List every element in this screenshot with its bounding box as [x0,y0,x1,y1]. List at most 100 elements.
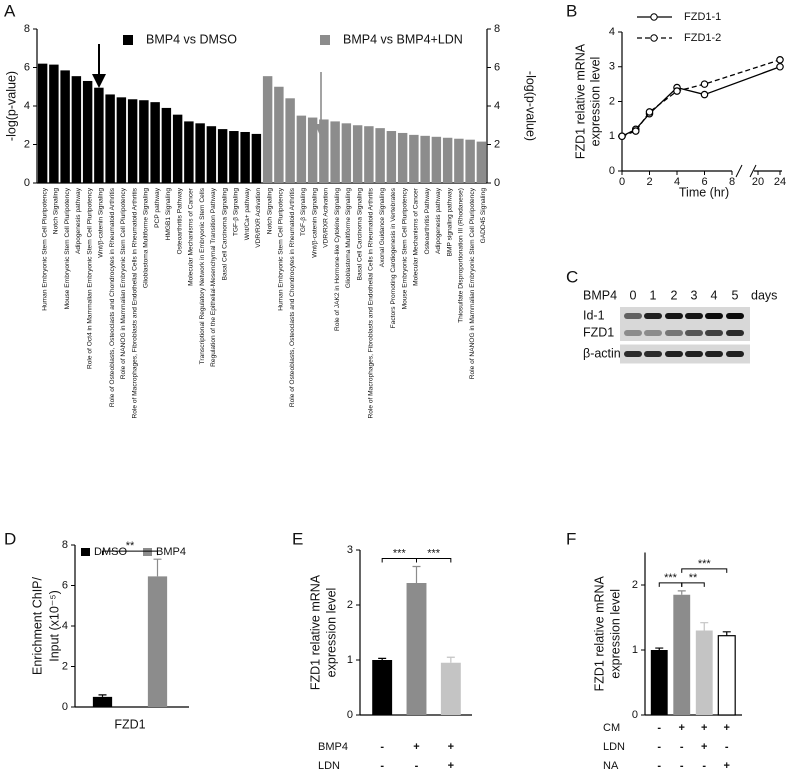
bar [172,114,183,183]
bar [717,635,736,716]
x-tick-label: Role of NANOG in Mammalian Embryonic Ste… [469,187,476,379]
blot-band [665,351,683,357]
lane-label: 4 [711,288,718,302]
significance-bracket [681,582,705,587]
x-tick-label: 0 [619,176,625,188]
y-tick-label: 0 [347,709,353,721]
x-tick-label: Mouse Embryonic Stem Cell Pluripotency [401,187,408,309]
axis-break [735,164,743,178]
x-tick-label: VDR/RXR Activation [255,188,262,248]
bar [375,128,385,183]
condition-value: + [413,741,419,753]
blot-band [624,330,642,336]
x-tick-label: 2 [646,176,652,188]
x-tick-label: Human Embryonic Stem Cell Pluripotency [278,187,285,310]
legend-label: FZD1-2 [684,32,721,44]
arrow [92,44,106,88]
bar [673,594,691,715]
legend-label: BMP4 [156,546,186,558]
x-tick-label: 6 [701,176,707,188]
condition-value: + [679,722,685,734]
x-tick-label: 20 [752,176,764,188]
bar [71,76,82,183]
bar [319,119,329,183]
x-tick-label: Wnt/β-catenin Signaling [98,188,105,258]
blot-band [644,351,662,357]
significance-label: *** [427,547,441,559]
blot-band [624,351,642,357]
lane-label: 0 [630,288,637,302]
x-tick-label: Glioblastoma Multiforme Signaling [143,188,150,288]
blot-band [685,351,703,357]
x-tick-label: Osteoarthritis Pathway [176,187,183,254]
y-tick-label: 2 [62,660,68,672]
bar [161,107,172,183]
y-axis-label: expression level [324,588,338,678]
bar [217,129,228,183]
bar [229,131,239,183]
y-tick-label: 4 [62,620,68,632]
bar [139,100,149,183]
x-tick-label: Role of JAK2 in Hormone-like Cytokine Si… [334,188,341,331]
condition-value: + [448,741,454,753]
bar [650,650,668,715]
y-tick-label: 1 [609,130,615,142]
bar [341,123,352,183]
condition-value: + [724,722,730,734]
x-tick-label: Wnt/β-catenin Signaling [311,188,318,258]
point [776,62,784,71]
blot-band [665,330,683,336]
x-tick-label: Molecular Mechanisms of Cancer [413,187,420,286]
y-axis-label: expression level [608,589,622,679]
x-tick-label: 8 [729,176,735,188]
x-tick-label: Notch Signaling [266,188,273,235]
y-axis-label: Enrichment ChIP/ [30,577,44,675]
bar [195,123,205,183]
x-tick-label: Role of NANOG in Mammalian Embryonic Ste… [120,187,127,379]
y-tick-label: 8 [24,23,30,35]
bar [330,121,340,183]
y-tick-label: 8 [494,23,500,35]
x-tick-label: GADD45 Signaling [480,188,487,244]
x-tick-label: Molecular Mechanisms of Cancer [188,187,195,286]
x-tick-label: Wnt/Ca+ pathway [244,187,251,240]
x-tick-label: Glioblastoma Multiforme Signaling [345,188,352,288]
bar [695,630,713,715]
axis-break [749,164,757,178]
x-tick-label: Role of Macrophages, Fibroblasts and End… [131,187,138,418]
bar [105,94,115,183]
y-tick-label: 0 [494,177,500,189]
y-tick-label: 6 [62,579,68,591]
point [776,55,784,64]
y-axis-label: FZD1 relative mRNA [573,43,587,159]
y-tick-label: 8 [62,539,68,551]
y-tick-label: 4 [24,100,30,112]
legend-swatch [81,548,90,556]
x-tick-label: HMGB1 Signaling [165,188,172,241]
blot-band [685,313,703,319]
y-tick-label: 2 [609,95,615,107]
significance-bracket [102,550,158,556]
legend-marker [650,13,658,21]
y-tick-label: 6 [494,61,500,73]
significance-label: *** [698,558,712,570]
point [631,127,640,135]
error-bar [378,657,387,660]
bar [49,64,59,183]
point [673,87,681,95]
y-axis-label: expression level [588,57,602,147]
y-axis-label: FZD1 relative mRNA [592,575,606,691]
condition-value: - [657,760,661,769]
point [700,80,709,88]
bar [274,86,284,183]
bar [296,115,307,183]
condition-value: + [724,760,730,769]
error-bar [446,656,455,663]
bar [206,126,217,183]
y-tick-label: 2 [494,138,500,150]
x-tick-label: PCP pathway [154,187,161,228]
blot-band [624,313,642,319]
error-bar [722,631,731,636]
blot-row-label: FZD1 [583,325,614,339]
